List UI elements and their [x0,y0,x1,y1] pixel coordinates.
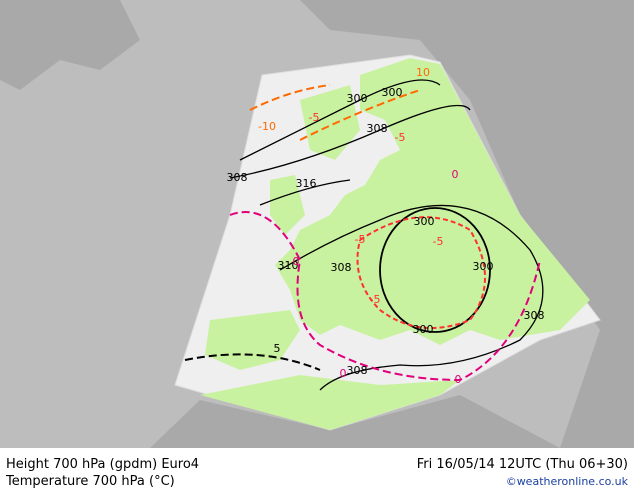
temp-contour [249,84,421,141]
height-contour [279,204,544,391]
footer-title: Height 700 hPa (gpdm) Euro4 [6,457,199,472]
land [200,375,460,430]
contour-label: 300 [347,92,368,105]
footer-subtitle: Temperature 700 hPa (°C) [5,474,175,489]
height-contour [239,79,441,161]
land [275,58,590,345]
contour-label: 300 [382,86,403,99]
contour-labels: 300 300 308 308 316 300 308 310 300 308 300 308 -10 -… [227,66,545,386]
temp-contour [184,353,321,371]
contour-label: -5 [370,293,381,306]
contour-label: 308 [227,171,248,184]
height-contour [259,179,351,206]
height-contour [229,104,471,179]
height-contour [379,207,491,333]
footer-date: Fri 16/05/14 12UTC (Thu 06+30) [417,457,628,472]
contour-label: 308 [367,122,388,135]
temp-contour [229,211,541,382]
contour-label: 0 [340,367,347,380]
contour-label: 300 [414,215,435,228]
contour-label: -10 [258,120,276,133]
contour-label: 0 [455,373,462,386]
contour-label: 310 [278,259,299,272]
outer-land [300,0,634,448]
contour-label: -5 [433,235,444,248]
contour-label: -5 [309,111,320,124]
land [205,310,300,370]
contour-label: -5 [355,233,366,246]
contour-label: 10 [416,66,430,79]
outer-land [0,0,140,90]
contour-label: 300 [473,260,494,273]
footer-credit: ©weatheronline.co.uk [506,475,629,488]
contour-label: 300 [413,323,434,336]
contour-label: -5 [395,131,406,144]
footer [0,448,634,490]
contour-label: 308 [347,364,368,377]
contour-label: 308 [331,261,352,274]
contour-label: 308 [524,309,545,322]
temp-contour [356,216,486,329]
contour-label: 5 [274,342,281,355]
land [270,175,305,235]
land [300,85,360,160]
contour-label: 316 [296,177,317,190]
contour-label: 0 [293,255,300,268]
outer-land [150,395,560,448]
contour-label: 0 [452,168,459,181]
